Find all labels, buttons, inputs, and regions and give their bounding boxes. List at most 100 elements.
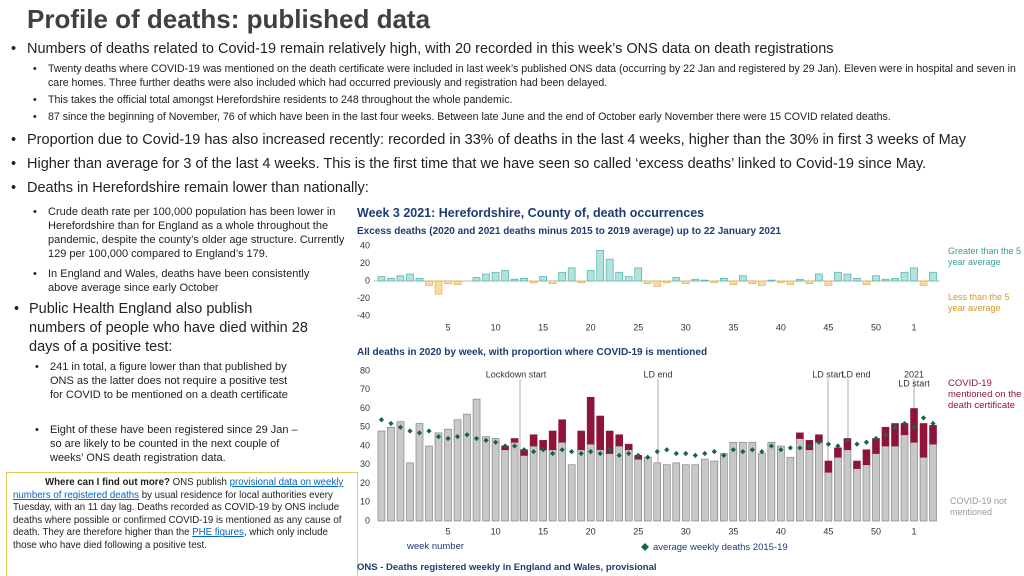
average-marker xyxy=(550,450,556,457)
bar xyxy=(853,278,861,282)
info-text: ONS publish xyxy=(169,477,230,488)
bar-segment xyxy=(463,413,471,522)
bar xyxy=(501,270,509,282)
average-marker xyxy=(492,439,499,445)
bar-segment xyxy=(929,443,937,522)
average-marker xyxy=(588,449,594,455)
average-marker xyxy=(730,447,736,453)
average-marker xyxy=(683,450,689,457)
bullet: • xyxy=(11,132,17,148)
x-tick-label: 25 xyxy=(633,322,643,332)
x-tick-label: 30 xyxy=(681,322,691,332)
bullet: • xyxy=(35,361,39,373)
bar xyxy=(843,273,852,282)
bar-segment xyxy=(919,423,928,458)
average-marker xyxy=(759,449,765,455)
legend-text: Less than the 5 year average xyxy=(948,292,1010,313)
x-tick-label: 35 xyxy=(728,322,738,332)
average-marker xyxy=(521,447,527,453)
y-tick-label: 80 xyxy=(360,365,370,375)
bar-segment xyxy=(796,432,804,439)
average-marker xyxy=(806,443,813,449)
link[interactable]: PHE figures xyxy=(192,527,244,539)
average-marker xyxy=(445,435,451,442)
annotation: LD end xyxy=(841,369,870,379)
average-marker xyxy=(787,445,793,451)
bar xyxy=(529,280,538,284)
bar xyxy=(777,280,785,284)
bar-segment xyxy=(586,396,595,445)
average-marker xyxy=(435,434,442,440)
bar xyxy=(491,271,500,282)
bar-segment xyxy=(805,449,814,522)
x-tick-label: 10 xyxy=(491,322,501,332)
x-tick-label: 35 xyxy=(728,526,738,536)
bar-segment xyxy=(853,468,861,522)
x-tick-label: 45 xyxy=(823,322,833,332)
bar-segment xyxy=(596,415,604,451)
x-tick-label: 20 xyxy=(586,322,596,332)
chart-title: All deaths in 2020 by week, with proport… xyxy=(357,347,708,358)
average-marker xyxy=(502,443,508,449)
bar-segment xyxy=(539,449,547,522)
average-marker xyxy=(835,443,841,449)
bar xyxy=(872,275,880,282)
average-marker xyxy=(863,439,870,445)
bar xyxy=(548,280,557,284)
bar-segment xyxy=(843,449,852,522)
bar-segment xyxy=(796,438,804,522)
sub-bullet-text: Twenty deaths where COVID-19 was mention… xyxy=(48,63,1016,89)
bar xyxy=(577,280,586,284)
x-axis-label: week number xyxy=(407,541,465,552)
bar-segment xyxy=(605,453,614,522)
bullet-text: Deaths in Herefordshire remain lower tha… xyxy=(27,180,369,196)
bar xyxy=(434,280,443,295)
bar xyxy=(586,270,595,282)
info-heading: Where can I find out more? xyxy=(45,477,170,488)
bar-segment xyxy=(700,458,709,522)
legend-text: average weekly deaths 2015-19 xyxy=(653,542,788,553)
average-marker xyxy=(911,424,917,430)
x-tick-label: 40 xyxy=(776,526,786,536)
y-tick-label: 70 xyxy=(360,384,370,394)
legend-text: Greater than the 5 year average xyxy=(948,246,1022,267)
average-marker xyxy=(901,420,908,427)
y-tick-label: 10 xyxy=(360,497,370,507)
bar-segment xyxy=(529,445,538,522)
average-marker xyxy=(778,447,784,453)
bar-segment xyxy=(824,460,833,473)
bar xyxy=(634,267,643,282)
x-tick-label: 15 xyxy=(538,322,548,332)
x-tick-label: 1 xyxy=(912,526,917,536)
bar-segment xyxy=(377,430,386,522)
bar-segment xyxy=(891,445,899,522)
bar-segment xyxy=(872,453,880,522)
bar-segment xyxy=(691,464,700,522)
average-marker xyxy=(673,450,679,457)
info-box: Where can I find out more? ONS publish p… xyxy=(6,472,358,576)
bullet: • xyxy=(33,206,37,218)
sub-bullet-text: This takes the official total amongst He… xyxy=(48,94,513,106)
average-marker xyxy=(635,452,641,458)
chart-subtitle: Excess deaths (2020 and 2021 deaths minu… xyxy=(357,226,782,237)
bar xyxy=(425,280,433,286)
average-marker xyxy=(407,428,413,434)
bullet-text: Proportion due to Covid-19 has also incr… xyxy=(27,132,966,148)
bar-segment xyxy=(777,445,785,522)
average-marker xyxy=(854,441,860,447)
bar-segment xyxy=(406,462,414,522)
y-tick-label: 0 xyxy=(365,515,370,525)
bar xyxy=(672,277,681,282)
x-tick-label: 5 xyxy=(446,322,451,332)
legend-text: COVID-19 mentioned on the death certific… xyxy=(948,378,1022,411)
legend-text: COVID-19 not mentioned xyxy=(950,496,1007,517)
link[interactable]: provisional data on weekly numbers of re… xyxy=(13,477,344,501)
x-tick-label: 45 xyxy=(823,526,833,536)
bar-segment xyxy=(786,456,795,522)
bar xyxy=(662,280,671,284)
chart-title: Week 3 2021: Herefordshire, County of, d… xyxy=(357,206,705,220)
average-marker xyxy=(873,435,879,442)
bar xyxy=(396,275,405,282)
bullet-text: Higher than average for 3 of the last 4 … xyxy=(27,156,927,172)
bar-segment xyxy=(634,458,643,522)
